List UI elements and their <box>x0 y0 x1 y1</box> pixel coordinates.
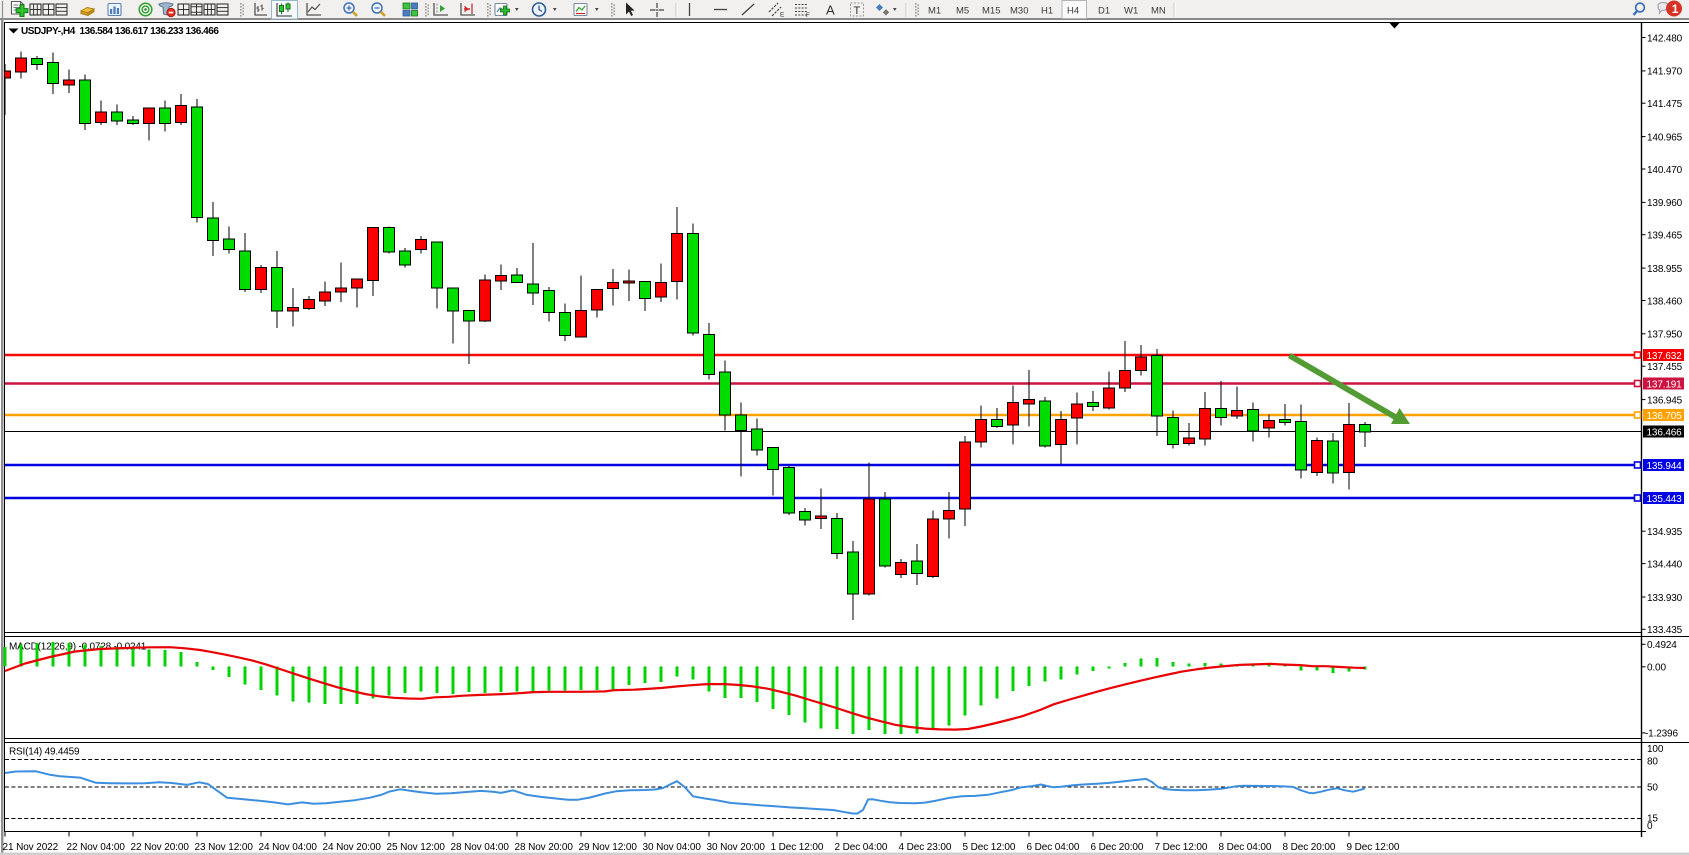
svg-text:M15: M15 <box>982 6 1000 17</box>
svg-text:6 Dec 20:00: 6 Dec 20:00 <box>1091 842 1144 853</box>
svg-text:140.965: 140.965 <box>1647 132 1683 143</box>
svg-text:134.935: 134.935 <box>1647 527 1683 538</box>
svg-text:80: 80 <box>1647 756 1658 767</box>
svg-text:100: 100 <box>1647 744 1664 755</box>
svg-text:141.970: 141.970 <box>1647 67 1683 78</box>
svg-text:5 Dec 12:00: 5 Dec 12:00 <box>963 842 1016 853</box>
svg-text:-1.2396: -1.2396 <box>1645 729 1678 740</box>
svg-text:140.470: 140.470 <box>1647 165 1683 176</box>
svg-text:6 Dec 04:00: 6 Dec 04:00 <box>1027 842 1080 853</box>
svg-text:24 Nov 20:00: 24 Nov 20:00 <box>323 842 382 853</box>
svg-text:M1: M1 <box>928 6 941 17</box>
svg-text:24 Nov 04:00: 24 Nov 04:00 <box>259 842 318 853</box>
svg-text:28 Nov 20:00: 28 Nov 20:00 <box>515 842 574 853</box>
svg-text:50: 50 <box>1647 783 1658 794</box>
svg-text:F: F <box>806 12 810 19</box>
svg-text:USDJPY-,H4 136.584 136.617 13: USDJPY-,H4 136.584 136.617 136.233 136.4… <box>21 26 219 37</box>
svg-text:135.944: 135.944 <box>1647 461 1683 472</box>
svg-text:8 Dec 20:00: 8 Dec 20:00 <box>1283 842 1336 853</box>
svg-text:136.466: 136.466 <box>1647 427 1683 438</box>
svg-text:15: 15 <box>1647 813 1658 824</box>
svg-text:MACD(12,26,9) -0.0728 -0.0241: MACD(12,26,9) -0.0728 -0.0241 <box>9 642 147 653</box>
svg-text:1 Dec 12:00: 1 Dec 12:00 <box>771 842 824 853</box>
svg-text:138.460: 138.460 <box>1647 296 1683 307</box>
svg-text:23 Nov 12:00: 23 Nov 12:00 <box>195 842 254 853</box>
svg-text:136.705: 136.705 <box>1647 411 1683 422</box>
svg-text:2 Dec 04:00: 2 Dec 04:00 <box>835 842 888 853</box>
svg-text:136.945: 136.945 <box>1647 395 1683 406</box>
svg-text:137.455: 137.455 <box>1647 362 1683 373</box>
svg-text:142.480: 142.480 <box>1647 33 1683 44</box>
svg-text:9 Dec 12:00: 9 Dec 12:00 <box>1347 842 1400 853</box>
svg-text:137.632: 137.632 <box>1647 351 1683 362</box>
svg-text:25 Nov 12:00: 25 Nov 12:00 <box>387 842 446 853</box>
svg-text:22 Nov 20:00: 22 Nov 20:00 <box>131 842 190 853</box>
svg-text:138.955: 138.955 <box>1647 264 1683 275</box>
svg-text:30 Nov 20:00: 30 Nov 20:00 <box>707 842 766 853</box>
svg-text:0.00: 0.00 <box>1647 663 1666 674</box>
svg-text:29 Nov 12:00: 29 Nov 12:00 <box>579 842 638 853</box>
svg-text:E: E <box>780 12 785 19</box>
svg-text:A: A <box>826 3 835 18</box>
svg-text:139.465: 139.465 <box>1647 231 1683 242</box>
svg-text:133.930: 133.930 <box>1647 593 1683 604</box>
svg-text:135.443: 135.443 <box>1647 494 1683 505</box>
svg-text:M5: M5 <box>956 6 969 17</box>
svg-text:28 Nov 04:00: 28 Nov 04:00 <box>451 842 510 853</box>
svg-text:133.435: 133.435 <box>1647 625 1683 636</box>
svg-text:W1: W1 <box>1124 6 1138 17</box>
svg-text:4 Dec 23:00: 4 Dec 23:00 <box>899 842 952 853</box>
svg-text:0: 0 <box>1647 821 1653 832</box>
svg-text:H4: H4 <box>1067 6 1079 17</box>
svg-text:137.191: 137.191 <box>1647 379 1683 390</box>
svg-text:T: T <box>854 5 861 17</box>
svg-text:RSI(14) 49.4459: RSI(14) 49.4459 <box>9 747 80 758</box>
svg-text:21 Nov 2022: 21 Nov 2022 <box>3 842 59 853</box>
svg-text:MN: MN <box>1151 6 1166 17</box>
svg-text:H1: H1 <box>1041 6 1053 17</box>
svg-text:7 Dec 12:00: 7 Dec 12:00 <box>1155 842 1208 853</box>
svg-text:0.4924: 0.4924 <box>1647 640 1677 651</box>
svg-text:139.960: 139.960 <box>1647 198 1683 209</box>
svg-text:141.475: 141.475 <box>1647 99 1683 110</box>
svg-text:8 Dec 04:00: 8 Dec 04:00 <box>1219 842 1272 853</box>
svg-text:1: 1 <box>1672 2 1679 16</box>
svg-text:137.950: 137.950 <box>1647 330 1683 341</box>
svg-text:30 Nov 04:00: 30 Nov 04:00 <box>643 842 702 853</box>
svg-text:D1: D1 <box>1098 6 1110 17</box>
svg-text:22 Nov 04:00: 22 Nov 04:00 <box>67 842 126 853</box>
svg-text:M30: M30 <box>1010 6 1028 17</box>
svg-text:134.440: 134.440 <box>1647 559 1683 570</box>
